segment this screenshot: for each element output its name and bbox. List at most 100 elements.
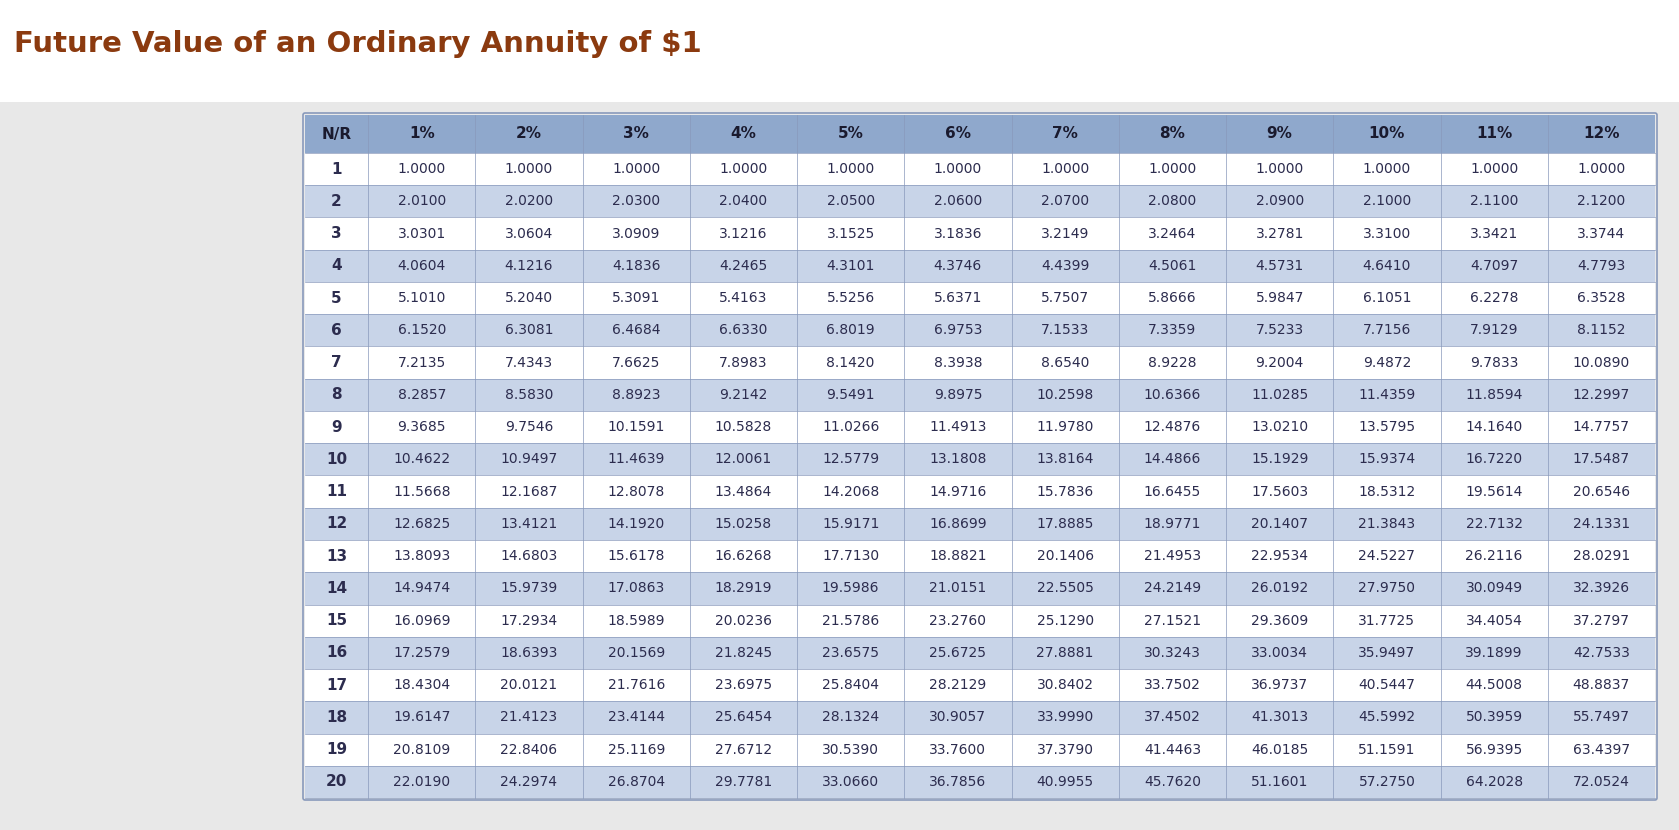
Text: 15.7836: 15.7836 [1036,485,1093,499]
Text: 28.0291: 28.0291 [1573,549,1630,563]
FancyBboxPatch shape [0,102,1679,830]
Text: 24.5227: 24.5227 [1358,549,1415,563]
Text: 9.8975: 9.8975 [934,388,982,402]
Text: 9.7546: 9.7546 [505,420,552,434]
Text: 30.8402: 30.8402 [1036,678,1093,692]
Text: 15.0258: 15.0258 [715,517,772,531]
Bar [306,476,1655,508]
Text: Future Value of an Ordinary Annuity of $1: Future Value of an Ordinary Annuity of $… [13,30,702,58]
Text: 21.3843: 21.3843 [1358,517,1415,531]
Text: 8.5830: 8.5830 [505,388,552,402]
Text: 4.1216: 4.1216 [505,259,552,273]
Text: 44.5008: 44.5008 [1466,678,1523,692]
Text: 8.1420: 8.1420 [826,355,875,369]
Text: 4.2465: 4.2465 [719,259,767,273]
Text: 9.2004: 9.2004 [1256,355,1305,369]
Text: 30.9057: 30.9057 [930,710,987,725]
Text: 26.2116: 26.2116 [1466,549,1523,563]
Text: 12.8078: 12.8078 [608,485,665,499]
Text: 6.4684: 6.4684 [611,324,660,337]
Text: 63.4397: 63.4397 [1573,743,1630,757]
Text: 6.1051: 6.1051 [1363,291,1410,305]
Text: 14.9716: 14.9716 [928,485,987,499]
Text: 32.3926: 32.3926 [1573,581,1630,595]
Bar [306,701,1655,734]
Text: 26.8704: 26.8704 [608,775,665,788]
Text: 3.3100: 3.3100 [1363,227,1410,241]
Bar [306,411,1655,443]
Text: 45.7620: 45.7620 [1143,775,1200,788]
Text: 7.8983: 7.8983 [719,355,767,369]
Text: 7%: 7% [1053,126,1078,141]
Text: 2.0500: 2.0500 [826,194,875,208]
Text: 2: 2 [331,194,343,209]
Text: 5.7507: 5.7507 [1041,291,1090,305]
Text: 11.4913: 11.4913 [928,420,987,434]
Text: 16.6455: 16.6455 [1143,485,1200,499]
Text: 15.9171: 15.9171 [823,517,880,531]
Text: 2.0400: 2.0400 [719,194,767,208]
Text: 11: 11 [326,484,348,499]
Bar [306,115,1655,798]
Text: 20.1406: 20.1406 [1036,549,1093,563]
Text: 4.6410: 4.6410 [1363,259,1410,273]
Bar [306,766,1655,798]
Text: 33.0660: 33.0660 [823,775,880,788]
Text: 3.0604: 3.0604 [505,227,552,241]
Text: 1.0000: 1.0000 [613,162,660,176]
Text: 5.6371: 5.6371 [934,291,982,305]
Text: 33.0034: 33.0034 [1251,646,1308,660]
Text: 19.5614: 19.5614 [1466,485,1523,499]
Text: 48.8837: 48.8837 [1573,678,1630,692]
Text: 18.8821: 18.8821 [928,549,987,563]
Text: 9.5491: 9.5491 [826,388,875,402]
Text: 1.0000: 1.0000 [505,162,552,176]
Text: 7.4343: 7.4343 [505,355,552,369]
Text: 4.7097: 4.7097 [1471,259,1518,273]
Text: 3.3421: 3.3421 [1471,227,1518,241]
Text: 5.3091: 5.3091 [613,291,660,305]
Text: 28.2129: 28.2129 [928,678,987,692]
Text: 6.6330: 6.6330 [719,324,767,337]
Text: 5.1010: 5.1010 [398,291,447,305]
Bar [306,637,1655,669]
Text: 21.7616: 21.7616 [608,678,665,692]
Text: 34.4054: 34.4054 [1466,613,1523,627]
Text: 25.6725: 25.6725 [930,646,987,660]
Text: 14.9474: 14.9474 [393,581,450,595]
Text: 10.0890: 10.0890 [1573,355,1630,369]
Text: 10.5828: 10.5828 [715,420,772,434]
Text: 27.6712: 27.6712 [715,743,772,757]
Text: 17.2934: 17.2934 [500,613,557,627]
Text: 10: 10 [326,452,348,466]
Text: 8: 8 [331,388,343,403]
Text: 13.0210: 13.0210 [1251,420,1308,434]
Text: 3.0909: 3.0909 [613,227,660,241]
Text: 4: 4 [331,258,343,273]
Text: 25.6454: 25.6454 [715,710,772,725]
Text: 13.5795: 13.5795 [1358,420,1415,434]
Text: 27.9750: 27.9750 [1358,581,1415,595]
Text: 2.0800: 2.0800 [1148,194,1197,208]
Text: 15.9739: 15.9739 [500,581,557,595]
Text: 6.3528: 6.3528 [1577,291,1625,305]
Bar [306,115,1655,153]
Text: 1.0000: 1.0000 [1577,162,1625,176]
Text: 5.5256: 5.5256 [826,291,875,305]
Text: 14.6803: 14.6803 [500,549,557,563]
Text: 4.4399: 4.4399 [1041,259,1090,273]
Text: 30.5390: 30.5390 [823,743,880,757]
Text: 41.4463: 41.4463 [1143,743,1200,757]
Text: 1%: 1% [408,126,435,141]
Text: 11.0285: 11.0285 [1251,388,1308,402]
Text: 39.1899: 39.1899 [1466,646,1523,660]
Text: 1.0000: 1.0000 [1148,162,1197,176]
Text: 17.2579: 17.2579 [393,646,450,660]
Text: 18.4304: 18.4304 [393,678,450,692]
Text: 6.8019: 6.8019 [826,324,875,337]
Text: 18.6393: 18.6393 [500,646,557,660]
Text: 3.2781: 3.2781 [1256,227,1305,241]
Text: 27.1521: 27.1521 [1143,613,1200,627]
Text: 8.9228: 8.9228 [1148,355,1197,369]
Text: 17.7130: 17.7130 [823,549,880,563]
